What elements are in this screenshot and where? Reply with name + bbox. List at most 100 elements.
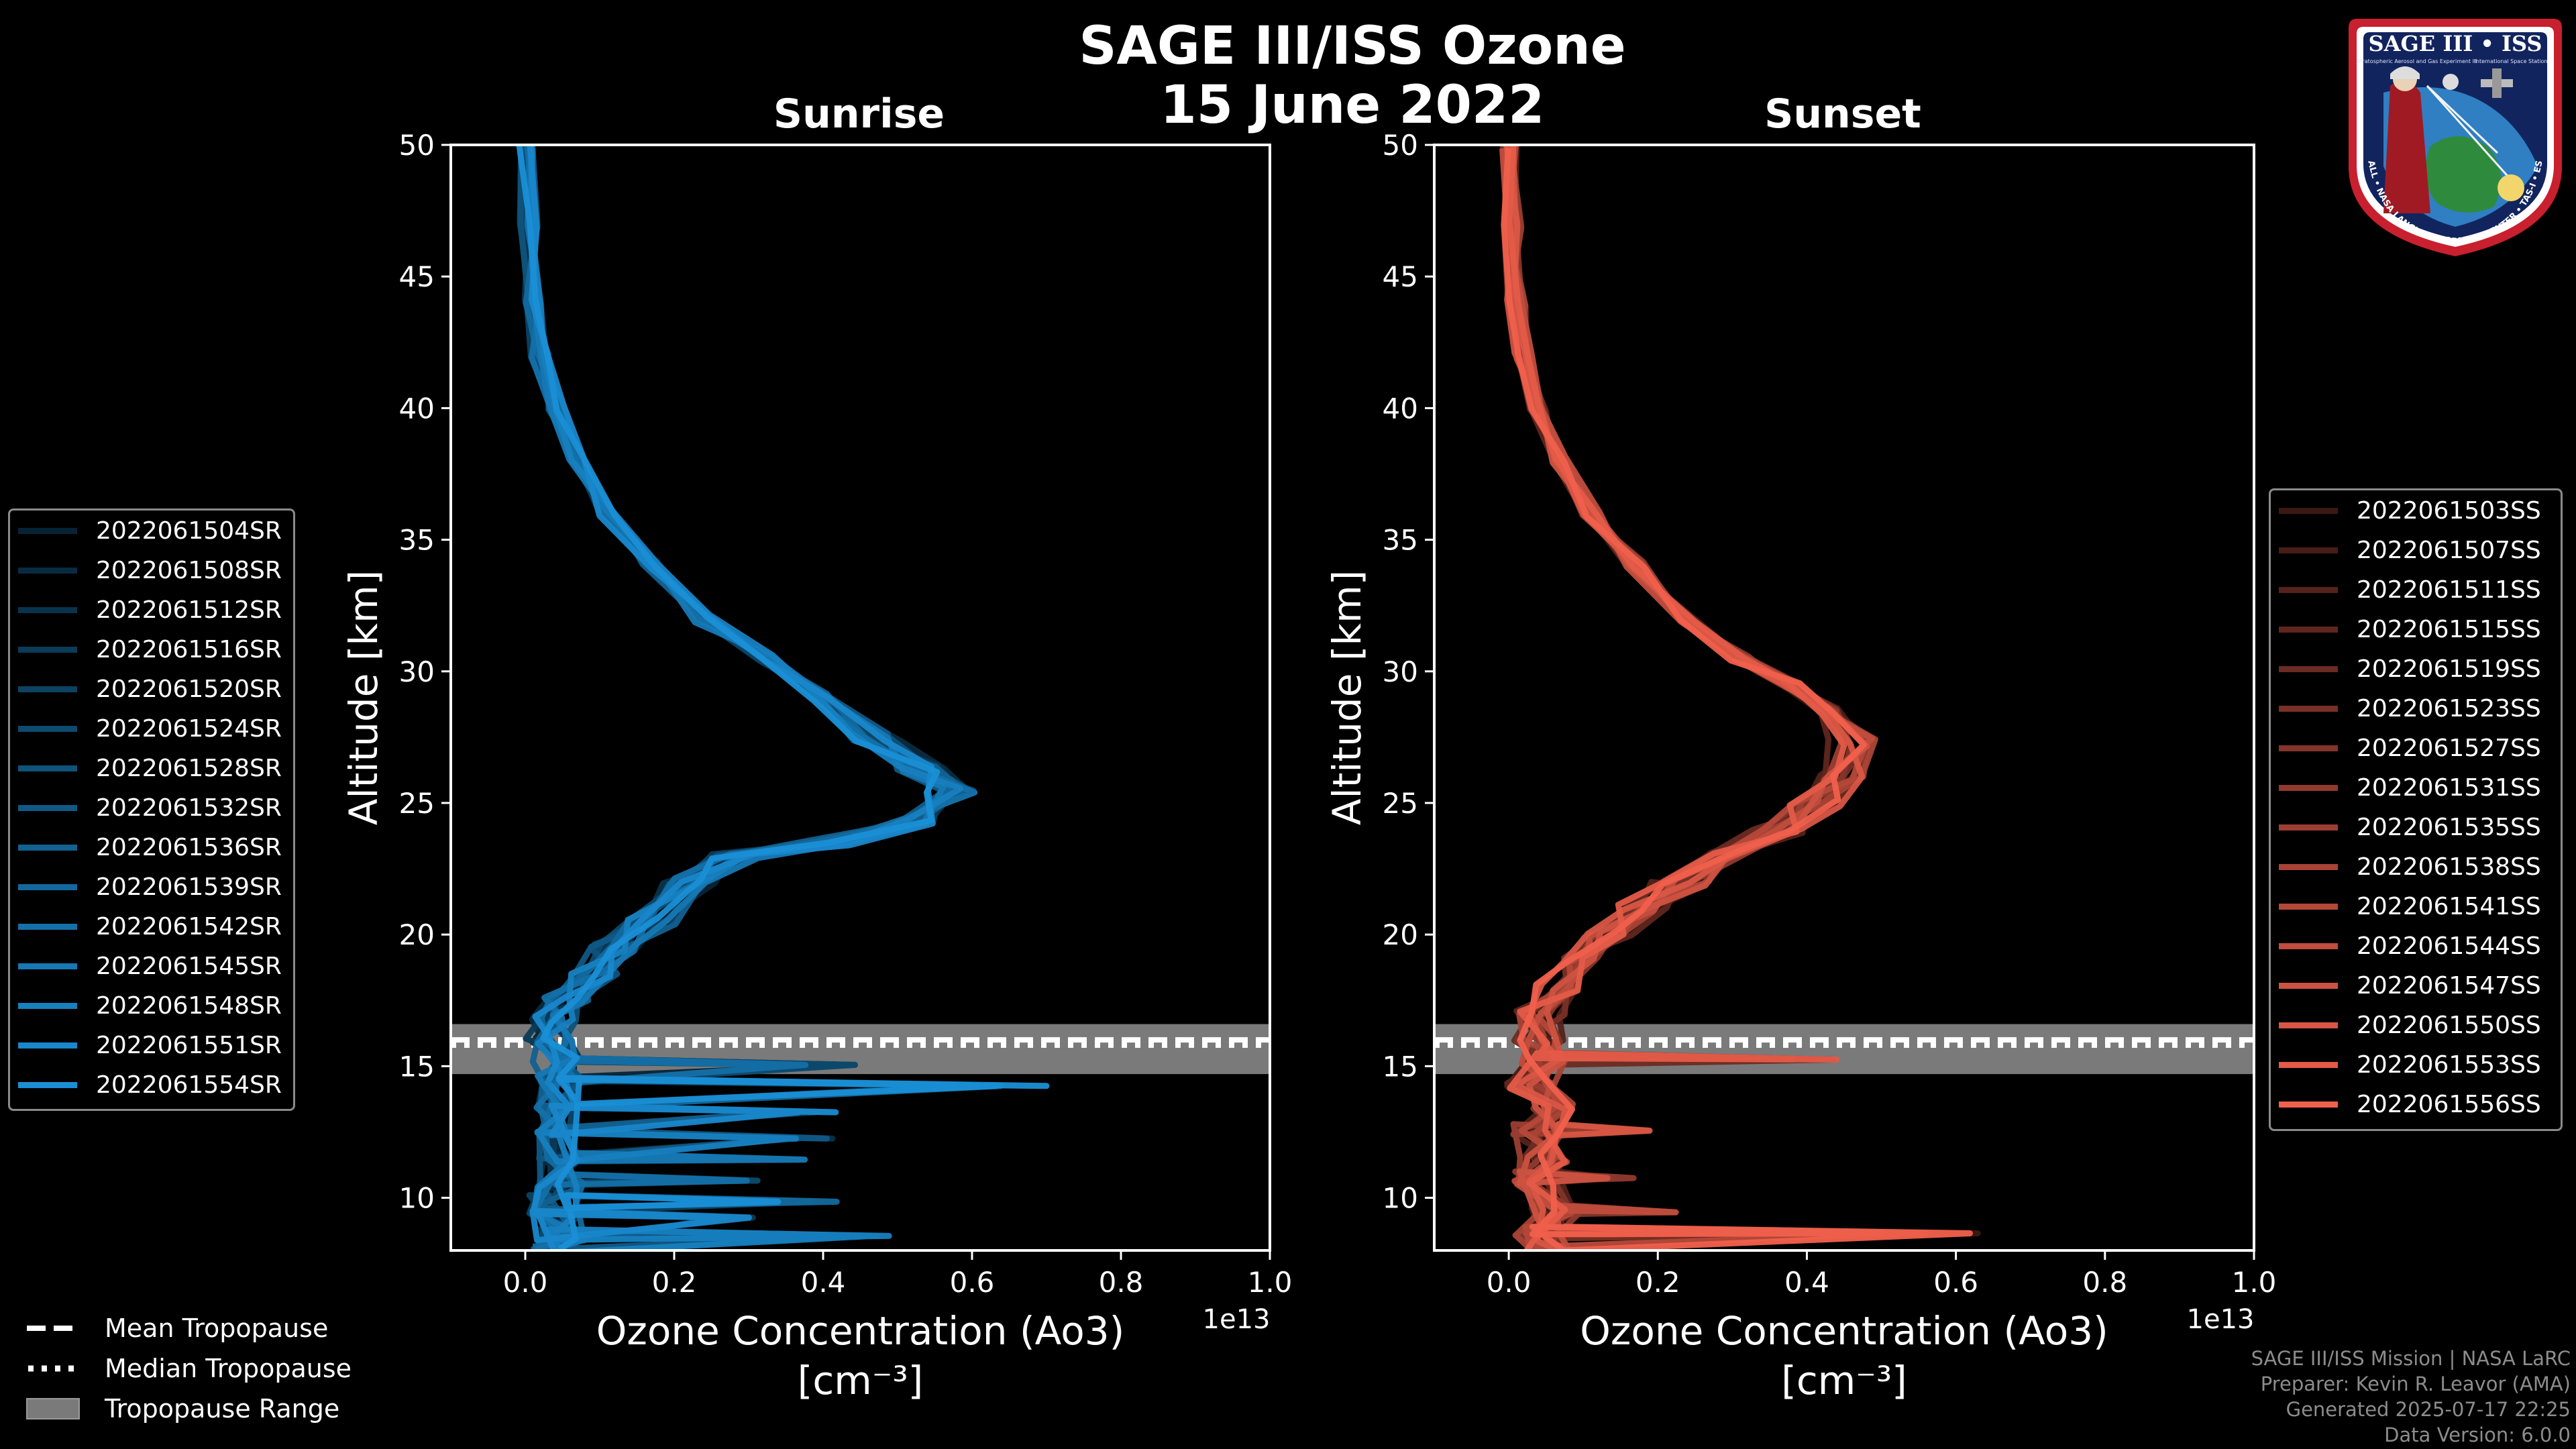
y-tick-label: 15 (1383, 1050, 1418, 1083)
y-tick-label: 15 (399, 1050, 435, 1083)
legend-label: 2022061507SS (2357, 536, 2541, 564)
legend-label: 2022061544SS (2357, 932, 2541, 960)
legend-entry: 2022061507SS (2279, 537, 2541, 564)
x-offset-label: 1e13 (2187, 1304, 2255, 1335)
legend-swatch (18, 963, 77, 969)
legend-entry: 2022061550SS (2279, 1011, 2541, 1039)
legend-entry: 2022061511SS (2279, 576, 2541, 604)
legend-label: 2022061551SR (96, 1031, 282, 1059)
legend-swatch (18, 765, 77, 771)
figure-date: 15 June 2022 (1161, 75, 1545, 136)
y-tick-label: 30 (399, 655, 435, 688)
tropopause-range-band (451, 1024, 1270, 1075)
legend-label: 2022061512SR (96, 596, 282, 624)
legend-swatch (18, 804, 77, 811)
legend-swatch (2279, 982, 2338, 989)
legend-swatch (2279, 547, 2338, 553)
sunset-legend: 2022061503SS 2022061507SS 2022061511SS 2022… (2269, 488, 2563, 1131)
median-tropopause-entry: Median Tropopause (25, 1348, 352, 1389)
legend-swatch (18, 646, 77, 653)
panel-title: Sunrise (773, 91, 945, 138)
legend-label: 2022061527SS (2357, 734, 2541, 762)
legend-swatch (18, 686, 77, 692)
legend-swatch (2279, 824, 2338, 830)
badge-title: SAGE III • ISS (2369, 31, 2542, 56)
y-tick-label: 50 (399, 129, 435, 162)
legend-swatch (18, 725, 77, 732)
legend-entry: 2022061554SR (18, 1071, 282, 1099)
legend-swatch (18, 606, 77, 613)
y-tick-label: 25 (1383, 787, 1418, 820)
x-tick-label: 1.0 (1248, 1266, 1293, 1299)
credits: SAGE III/ISS Mission | NASA LaRC Prepare… (2251, 1346, 2571, 1448)
legend-label: 2022061556SS (2357, 1090, 2541, 1118)
legend-entry: 2022061551SR (18, 1032, 282, 1059)
legend-label: 2022061508SR (96, 556, 282, 584)
x-tick-label: 0.8 (2082, 1266, 2127, 1299)
legend-entry: 2022061536SR (18, 834, 282, 861)
y-tick-label: 20 (399, 918, 435, 951)
median-tropopause-label: Median Tropopause (105, 1354, 352, 1383)
legend-entry: 2022061535SS (2279, 814, 2541, 841)
legend-entry: 2022061539SR (18, 873, 282, 901)
legend-entry: 2022061531SS (2279, 773, 2541, 802)
x-axis-label: Ozone Concentration (Ao3) (596, 1308, 1125, 1354)
dashed-line-icon (27, 1326, 79, 1331)
legend-label: 2022061538SS (2357, 853, 2541, 881)
legend-swatch (2279, 784, 2338, 791)
axes-frame (1433, 144, 2255, 1252)
x-tick-label: 0.0 (503, 1266, 548, 1299)
x-tick-label: 0.6 (950, 1266, 995, 1299)
profile-2022061554SR (516, 145, 1050, 1250)
legend-entry: 2022061508SR (18, 557, 282, 584)
x-tick-label: 0.0 (1487, 1266, 1532, 1299)
legend-swatch (18, 567, 77, 574)
profile-2022061556SS (1501, 148, 1973, 1250)
y-tick-label: 10 (399, 1182, 435, 1215)
legend-swatch (2279, 863, 2338, 870)
legend-swatch (18, 1002, 77, 1009)
y-tick-label: 35 (1383, 524, 1418, 557)
y-tick-label: 35 (399, 524, 435, 557)
legend-swatch (18, 883, 77, 890)
x-tick-label: 0.2 (1635, 1266, 1680, 1299)
legend-entry: 2022061548SR (18, 992, 282, 1020)
x-axis-units: [cm⁻³] (1781, 1358, 1907, 1403)
gray-patch-icon (26, 1398, 80, 1419)
profile-lines (1499, 145, 1981, 1250)
dotted-line-icon (28, 1365, 79, 1372)
y-tick-label: 50 (1383, 129, 1418, 162)
legend-label: 2022061550SS (2357, 1011, 2541, 1039)
sunrise-panel: 0.0 0.2 0.4 0.6 0.8 1.0 10 15 20 25 30 35 40 45 50 1e13… (341, 91, 1292, 1403)
mean-tropopause-label: Mean Tropopause (105, 1313, 329, 1343)
legend-label: 2022061541SS (2357, 892, 2541, 920)
y-tick-label: 45 (399, 260, 435, 293)
y-tick-label: 40 (1383, 392, 1418, 425)
tropopause-legend: Mean Tropopause Median Tropopause Tropop… (25, 1308, 352, 1429)
x-tick-label: 0.6 (1933, 1266, 1978, 1299)
credits-mission: SAGE III/ISS Mission | NASA LaRC (2251, 1347, 2571, 1370)
legend-label: 2022061531SS (2357, 773, 2541, 802)
sunrise-legend: 2022061504SR 2022061508SR 2022061512SR 2022… (8, 508, 295, 1111)
credits-generated: Generated 2025-07-17 22:25 (2286, 1398, 2571, 1421)
legend-swatch (2279, 586, 2338, 593)
legend-swatch (2279, 1061, 2338, 1068)
x-tick-label: 1.0 (2232, 1266, 2277, 1299)
legend-label: 2022061545SR (96, 952, 282, 980)
legend-label: 2022061532SR (96, 794, 282, 822)
x-axis-units: [cm⁻³] (798, 1358, 924, 1403)
y-axis-label: Altitude [km] (1324, 570, 1370, 825)
legend-entry: 2022061538SS (2279, 853, 2541, 881)
y-axis-label: Altitude [km] (341, 570, 386, 825)
legend-label: 2022061554SR (96, 1071, 282, 1099)
legend-swatch (18, 923, 77, 930)
profile-2022061551SR (527, 145, 936, 1250)
figure-title: SAGE III/ISS Ozone (1079, 16, 1625, 76)
legend-entry: 2022061545SR (18, 952, 282, 980)
legend-entry: 2022061556SS (2279, 1091, 2541, 1118)
x-tick-label: 0.4 (1784, 1266, 1829, 1299)
legend-swatch (2279, 745, 2338, 751)
legend-entry: 2022061528SR (18, 755, 282, 782)
y-tick-label: 45 (1383, 260, 1418, 293)
legend-entry: 2022061527SS (2279, 734, 2541, 762)
